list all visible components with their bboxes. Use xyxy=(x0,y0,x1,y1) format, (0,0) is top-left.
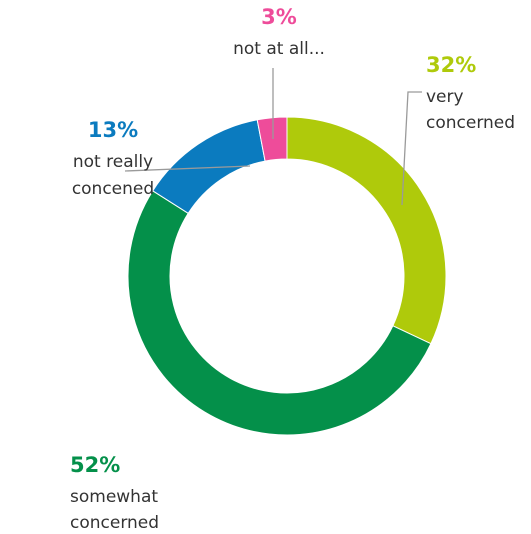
category-label-somewhat-concerned-line-2: concerned xyxy=(70,513,159,533)
category-label-not-really-concened-line-1: not really xyxy=(73,152,153,172)
data-label-not-at-all: 3% xyxy=(261,5,297,29)
data-label-not-really-concened: 13% xyxy=(88,118,138,142)
donut-slice-not-at-all xyxy=(256,116,288,162)
leader-line-not-really-concened xyxy=(124,165,251,172)
category-label-somewhat-concerned-line-1: somewhat xyxy=(70,487,158,507)
donut-slice-somewhat-concerned xyxy=(127,190,432,436)
leader-line-very-concerned xyxy=(401,91,422,206)
donut-slices xyxy=(127,116,447,436)
category-label-not-really-concened-line-2: concened xyxy=(72,179,154,199)
slice-labels: 32% very concerned 52% somewhat concerned 13% n… xyxy=(70,5,515,533)
category-label-very-concerned-line-2: concerned xyxy=(426,113,515,133)
data-label-very-concerned: 32% xyxy=(426,53,476,77)
category-label-not-at-all-line-1: not at all... xyxy=(233,39,325,59)
donut-slice-very-concerned xyxy=(286,116,447,345)
data-label-somewhat-concerned: 52% xyxy=(70,453,120,477)
leader-lines xyxy=(124,68,422,206)
category-label-very-concerned-line-1: very xyxy=(426,87,464,107)
